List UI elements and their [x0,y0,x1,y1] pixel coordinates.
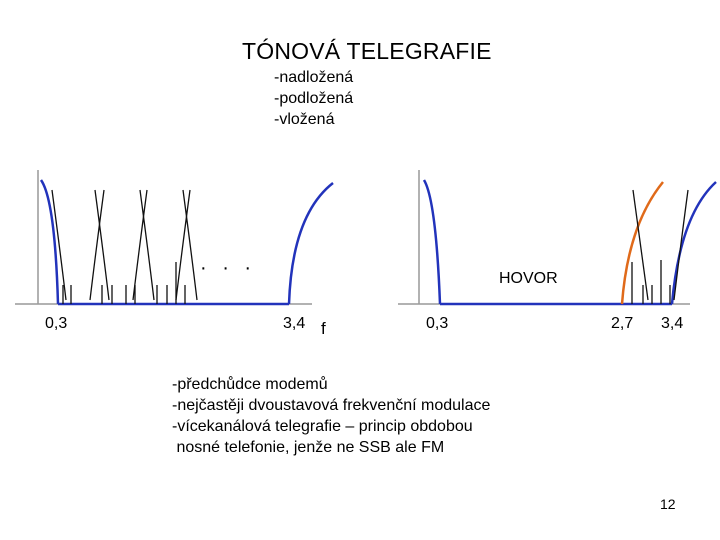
note-item: -vícekanálová telegrafie – princip obdob… [172,418,473,435]
left-voice-band-upper-edge [287,182,334,305]
notes-list: -předchůdce modemů -nejčastěji dvoustavo… [172,374,490,458]
voice-band-label: HOVOR [499,270,558,287]
type-item-overlaid: -nadložená [274,69,354,86]
ellipsis-more-channels: · · · [200,257,256,279]
right-tick-0-3: 0,3 [426,315,448,332]
channel-curve [89,189,105,301]
right-voice-band-lower-edge [422,179,442,305]
left-tick-0-3: 0,3 [45,315,67,332]
right-voice-band-upper-edge [670,181,717,305]
right-telegraph-channels [631,189,689,304]
right-overlap-channel-edge [620,181,664,305]
channel-curve [94,189,110,301]
type-item-underlaid: -podložená [274,90,354,107]
channel-curve [182,189,198,301]
left-voice-band-lower-edge [39,179,60,305]
left-tick-3-4: 3,4 [283,315,305,332]
left-spectrum-diagram: · · · 0,3 3,4 f [15,170,334,338]
channel-curve [51,189,67,301]
channel-curve [632,189,649,301]
right-tick-3-4: 3,4 [661,315,683,332]
left-telegraph-channels [51,189,198,304]
frequency-axis-label: f [321,319,326,338]
right-tick-2-7: 2,7 [611,315,633,332]
channel-curve [139,189,155,301]
note-item: nosné telefonie, jenže ne SSB ale FM [172,439,445,456]
right-spectrum-diagram: HOVOR 0,3 2,7 3,4 [398,170,717,332]
channel-curve [673,189,689,301]
page-number: 12 [660,496,676,512]
channel-curve [175,189,191,301]
channel-curve [132,189,148,301]
telegraphy-types-list: -nadložená -podložená -vložená [274,67,353,130]
note-item: -předchůdce modemů [172,376,328,393]
note-item: -nejčastěji dvoustavová frekvenční modul… [172,397,491,414]
slide-title: TÓNOVÁ TELEGRAFIE [242,38,492,64]
type-item-embedded: -vložená [274,111,335,128]
